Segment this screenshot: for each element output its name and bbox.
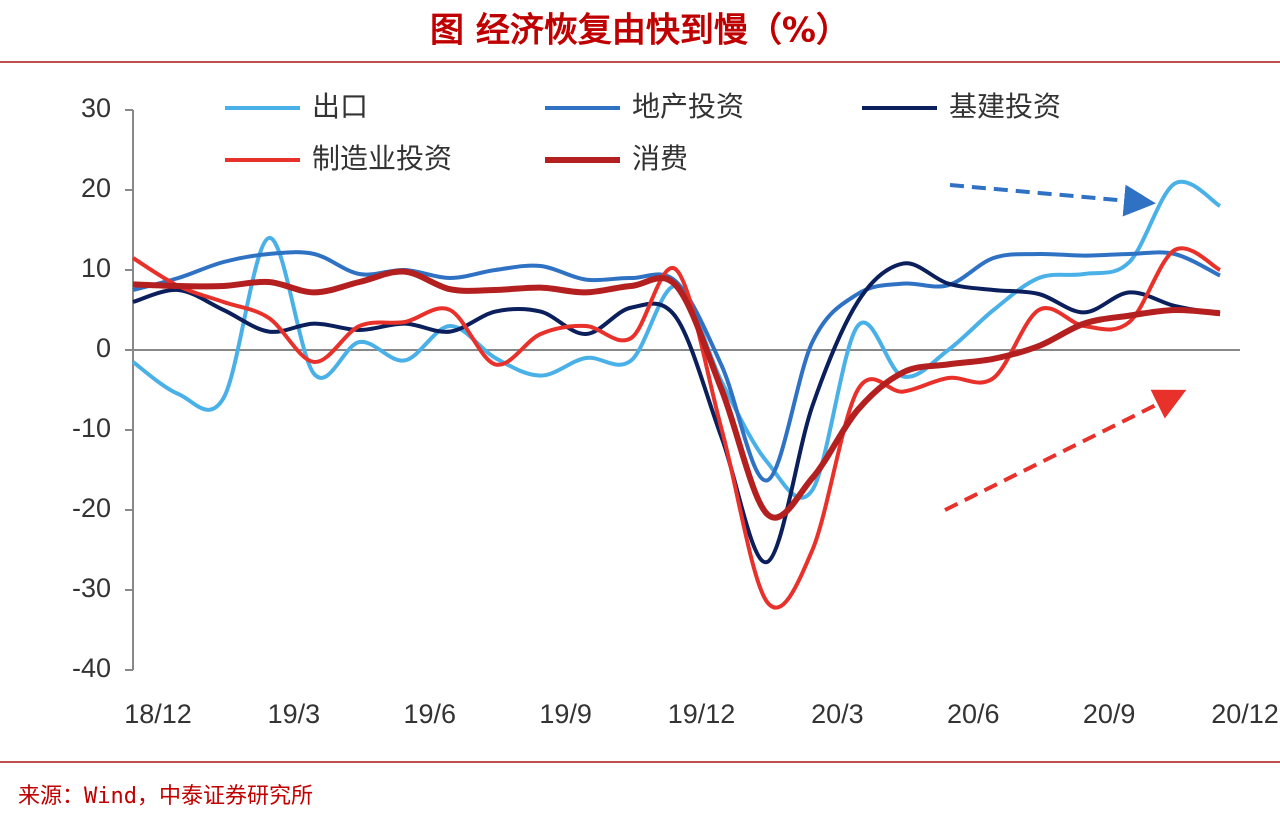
y-tick-label: 20	[81, 173, 111, 203]
x-tick-label: 20/12	[1211, 699, 1279, 729]
series-line	[132, 268, 1221, 521]
x-tick-label: 20/9	[1083, 699, 1136, 729]
x-tick-label: 19/6	[403, 699, 456, 729]
y-tick-label: -30	[72, 573, 111, 603]
trend-arrow	[944, 389, 1187, 512]
x-tick-label: 19/12	[668, 699, 736, 729]
source-note: 来源：Wind，中泰证券研究所	[18, 784, 313, 809]
x-tick-label: 19/9	[539, 699, 592, 729]
y-tick-label: -10	[72, 413, 111, 443]
chart-title: 图 经济恢复由快到慢（%）	[430, 11, 850, 51]
trend-arrow	[949, 183, 1156, 217]
y-tick-label: 10	[81, 253, 111, 283]
y-tick-label: 0	[96, 333, 111, 363]
x-tick-label: 20/6	[947, 699, 1000, 729]
series-line	[131, 246, 1222, 610]
legend-label: 基建投资	[949, 90, 1061, 123]
series-line	[132, 261, 1221, 565]
series-line	[132, 250, 1221, 483]
y-tick-label: 30	[81, 93, 111, 123]
x-tick-label: 18/12	[124, 699, 192, 729]
legend-label: 出口	[312, 90, 368, 123]
legend-label: 制造业投资	[312, 142, 452, 175]
plot-area: 30 20 10 0 -10 -20 -30 -40 18/12 19/3 19/6 19/9 19/1…	[72, 90, 1279, 729]
x-tick-label: 19/3	[268, 699, 321, 729]
x-tick-label: 20/3	[811, 699, 864, 729]
legend-label: 地产投资	[632, 90, 744, 123]
y-tick-label: -20	[72, 493, 111, 523]
legend-label: 消费	[632, 142, 688, 175]
y-tick-label: -40	[72, 653, 111, 683]
